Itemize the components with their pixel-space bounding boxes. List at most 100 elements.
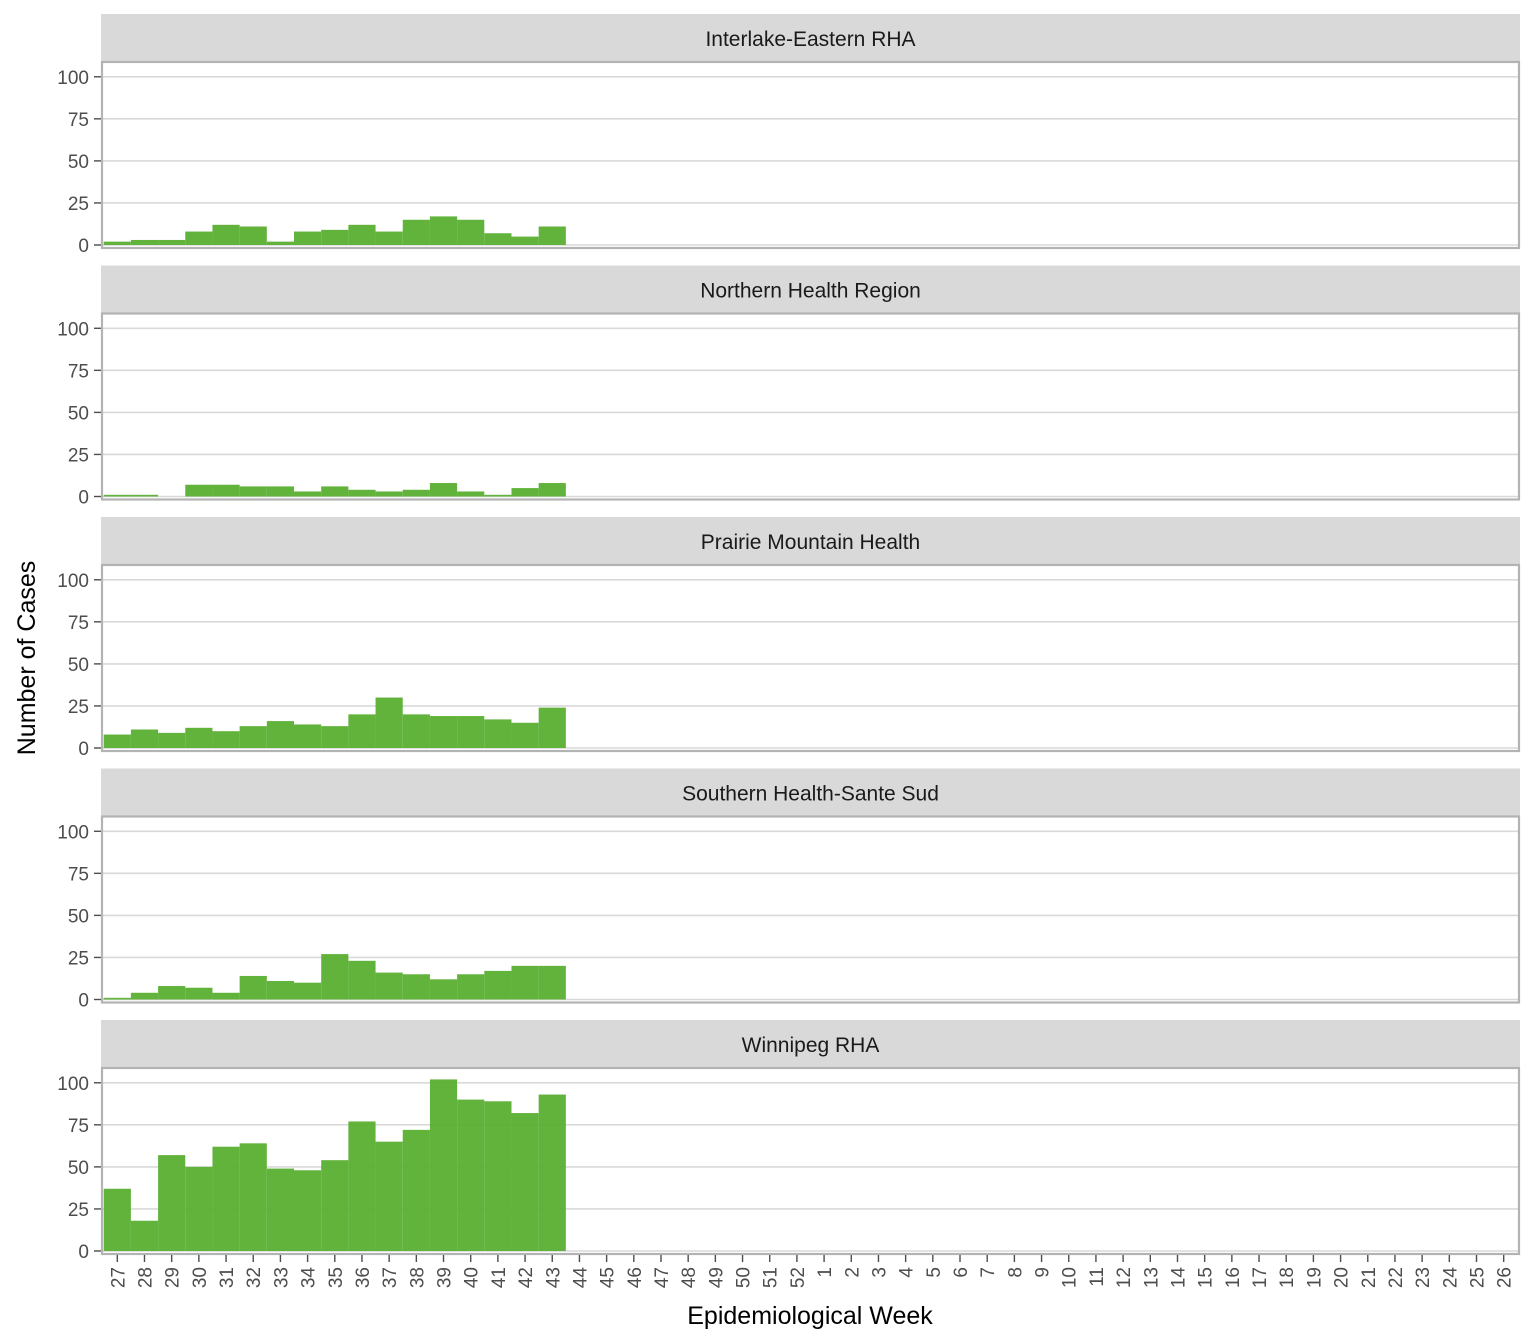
- x-tick-label: 24: [1440, 1267, 1461, 1289]
- x-tick-label: 32: [244, 1267, 265, 1288]
- y-tick-label: 100: [57, 571, 89, 592]
- bar-35: [321, 229, 349, 245]
- x-tick-label: 36: [353, 1267, 374, 1288]
- bar-27: [103, 734, 131, 748]
- bar-32: [239, 726, 267, 748]
- x-tick-label: 21: [1359, 1267, 1380, 1288]
- bar-42: [511, 722, 539, 748]
- facet-title: Northern Health Region: [700, 280, 921, 303]
- bar-33: [266, 980, 295, 1000]
- bar-43: [538, 226, 566, 245]
- x-tick-label: 51: [761, 1267, 782, 1288]
- x-tick-label: 15: [1196, 1267, 1217, 1288]
- bar-28: [130, 1220, 159, 1251]
- bar-42: [511, 236, 539, 245]
- bar-31: [212, 731, 240, 748]
- x-tick-label: 46: [625, 1267, 646, 1288]
- bar-27: [103, 997, 131, 1000]
- bar-37: [375, 697, 403, 748]
- x-tick-label: 34: [299, 1267, 320, 1289]
- bar-27: [103, 494, 131, 497]
- bar-32: [239, 486, 267, 497]
- bar-31: [212, 484, 240, 497]
- bar-30: [185, 1166, 213, 1251]
- bar-36: [348, 1121, 376, 1251]
- x-tick-label: 48: [679, 1267, 700, 1288]
- x-tick-label: 17: [1250, 1267, 1271, 1288]
- bar-37: [375, 491, 403, 497]
- bar-43: [538, 965, 566, 1000]
- bar-40: [457, 716, 485, 748]
- x-tick-label: 37: [380, 1267, 401, 1288]
- panel-border: [100, 815, 1521, 1004]
- x-tick-label: 10: [1060, 1267, 1081, 1288]
- bar-41: [484, 494, 512, 497]
- x-tick-label: 42: [516, 1267, 537, 1288]
- bar-34: [294, 724, 322, 748]
- x-tick-label: 16: [1223, 1267, 1244, 1288]
- bar-39: [429, 216, 458, 245]
- bar-30: [185, 727, 213, 748]
- facet-title: Prairie Mountain Health: [701, 531, 920, 554]
- bar-39: [429, 716, 458, 748]
- x-tick-label: 14: [1168, 1267, 1189, 1289]
- panel-background: [101, 815, 1520, 1004]
- panel-border: [100, 312, 1521, 501]
- bar-35: [321, 726, 349, 748]
- y-tick-label: 50: [68, 1158, 89, 1179]
- bar-43: [538, 707, 566, 748]
- y-tick-label: 75: [68, 361, 89, 382]
- bar-38: [402, 489, 430, 497]
- x-tick-label: 25: [1468, 1267, 1489, 1288]
- x-tick-label: 40: [462, 1267, 483, 1288]
- x-tick-label: 43: [543, 1267, 564, 1288]
- x-tick-label: 3: [869, 1267, 890, 1278]
- x-tick-label: 38: [407, 1267, 428, 1288]
- facet-strip: [101, 14, 1520, 61]
- bar-29: [158, 986, 186, 1000]
- bar-38: [402, 1129, 430, 1251]
- bar-42: [511, 488, 539, 497]
- y-tick-label: 100: [57, 319, 89, 340]
- x-tick-label: 18: [1277, 1267, 1298, 1288]
- bar-28: [130, 729, 159, 748]
- bar-29: [158, 239, 186, 245]
- y-tick-label: 25: [68, 194, 89, 215]
- x-tick-label: 50: [734, 1267, 755, 1288]
- x-tick-label: 47: [652, 1267, 673, 1288]
- x-tick-label: 41: [489, 1267, 510, 1288]
- x-tick-label: 1: [815, 1267, 836, 1278]
- bar-27: [103, 1188, 131, 1251]
- y-axis-title: Number of Cases: [13, 561, 41, 756]
- x-tick-label: 28: [135, 1267, 156, 1288]
- bar-33: [266, 486, 295, 497]
- x-tick-label: 31: [217, 1267, 238, 1288]
- bar-38: [402, 974, 430, 1000]
- y-tick-label: 75: [68, 613, 89, 634]
- x-tick-label: 5: [924, 1267, 945, 1278]
- y-tick-label: 100: [57, 1074, 89, 1095]
- panel-border: [100, 1066, 1521, 1256]
- bar-32: [239, 975, 267, 1000]
- x-tick-label: 29: [163, 1267, 184, 1288]
- bar-41: [484, 1101, 512, 1251]
- x-tick-label: 6: [951, 1267, 972, 1278]
- bar-38: [402, 714, 430, 748]
- y-tick-label: 50: [68, 403, 89, 424]
- facet-strip: [101, 265, 1520, 313]
- bar-39: [429, 1079, 458, 1251]
- facet-strip: [101, 1020, 1520, 1067]
- bar-34: [294, 231, 322, 245]
- x-tick-label: 49: [706, 1267, 727, 1288]
- bar-28: [130, 992, 159, 1000]
- bar-28: [130, 239, 159, 245]
- bar-32: [239, 1143, 267, 1251]
- bar-29: [158, 732, 186, 748]
- y-tick-label: 25: [68, 1200, 89, 1221]
- bar-35: [321, 1160, 349, 1251]
- y-tick-label: 100: [57, 68, 89, 89]
- bar-36: [348, 489, 376, 497]
- bar-36: [348, 960, 376, 1000]
- bar-36: [348, 714, 376, 748]
